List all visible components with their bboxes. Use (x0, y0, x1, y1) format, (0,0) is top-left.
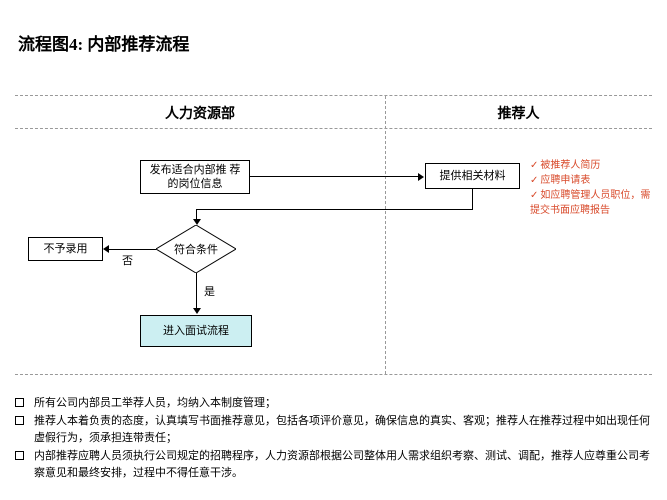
lane-header-hr: 人力资源部 (15, 103, 385, 123)
edge-label-no: 否 (122, 252, 133, 268)
node-interview-label: 进入面试流程 (163, 324, 229, 338)
note-item-2: 内部推荐应聘人员须执行公司规定的招聘程序，人力资源部根据公司整体用人需求组织考察… (15, 448, 652, 483)
edge-provide-left (196, 209, 473, 210)
swimlane-container: 人力资源部 推荐人 (15, 95, 652, 375)
edge-publish-to-provide (250, 176, 420, 177)
edge-decision-to-reject (108, 249, 156, 250)
node-publish: 发布适合内部推 荐的岗位信息 (140, 160, 250, 194)
note-item-0: 所有公司内部员工举荐人员，均纳入本制度管理； (15, 395, 652, 413)
node-decision: 符合条件 (156, 225, 236, 273)
annotation-item-2: ✓如应聘管理人员职位，需提交书面应聘报告 (530, 188, 660, 218)
arrowhead-decision-to-interview (193, 308, 201, 314)
note-text-2: 内部推荐应聘人员须执行公司规定的招聘程序，人力资源部根据公司整体用人需求组织考察… (34, 448, 652, 483)
diagram-title: 流程图4: 内部推荐流程 (18, 30, 189, 55)
note-item-1: 推荐人本着负责的态度，认真填写书面推荐意见，包括各项评价意见，确保信息的真实、客… (15, 413, 652, 448)
node-reject-label: 不予录用 (44, 242, 88, 256)
check-icon: ✓ (530, 160, 538, 171)
edge-provide-down (472, 189, 473, 209)
lane-divider (385, 96, 386, 374)
node-provide-label: 提供相关材料 (440, 169, 506, 183)
lane-header-referrer: 推荐人 (385, 103, 652, 123)
header-divider (15, 128, 652, 129)
node-interview: 进入面试流程 (140, 315, 252, 347)
bullet-icon (15, 451, 24, 460)
annotation-item-0: ✓被推荐人简历 (530, 158, 660, 173)
edge-label-yes: 是 (204, 283, 215, 299)
notes-list: 所有公司内部员工举荐人员，均纳入本制度管理； 推荐人本着负责的态度，认真填写书面… (15, 395, 652, 483)
note-text-0: 所有公司内部员工举荐人员，均纳入本制度管理； (34, 395, 276, 413)
arrowhead-decision-to-reject (103, 245, 109, 253)
node-reject: 不予录用 (28, 237, 103, 261)
note-text-1: 推荐人本着负责的态度，认真填写书面推荐意见，包括各项评价意见，确保信息的真实、客… (34, 413, 652, 448)
node-decision-label: 符合条件 (174, 241, 218, 257)
bullet-icon (15, 398, 24, 407)
node-publish-label: 发布适合内部推 荐的岗位信息 (149, 163, 241, 192)
bullet-icon (15, 416, 24, 425)
edge-decision-to-interview (196, 273, 197, 310)
annotation-materials: ✓被推荐人简历 ✓应聘申请表 ✓如应聘管理人员职位，需提交书面应聘报告 (530, 158, 660, 218)
node-provide: 提供相关材料 (425, 163, 520, 189)
arrowhead-publish-to-provide (418, 173, 424, 181)
check-icon: ✓ (530, 175, 538, 186)
check-icon: ✓ (530, 190, 538, 201)
annotation-item-1: ✓应聘申请表 (530, 173, 660, 188)
